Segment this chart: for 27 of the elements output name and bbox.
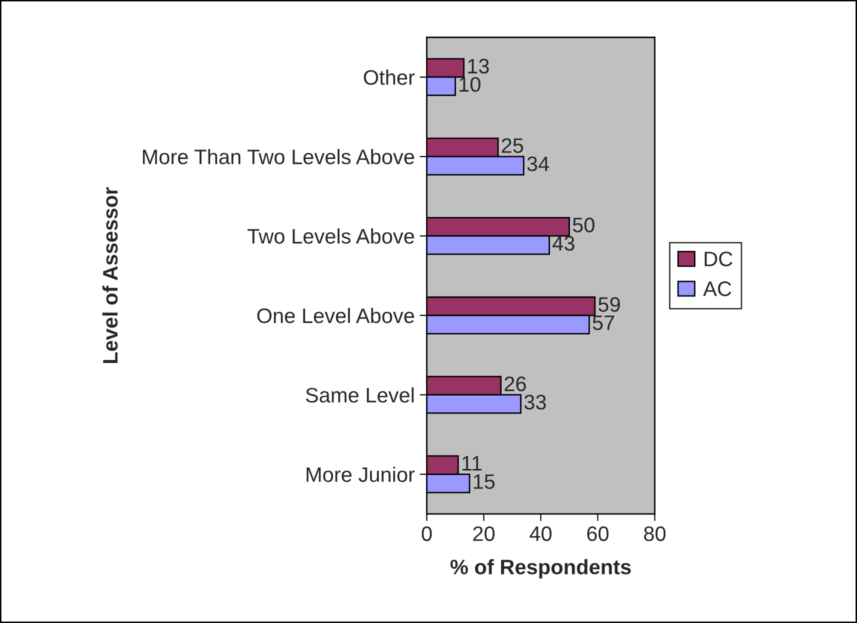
y-axis-title: Level of Assessor	[102, 187, 118, 364]
data-label: 57	[592, 316, 614, 330]
data-label: 59	[598, 297, 620, 312]
y-tick-label: One Level Above	[257, 308, 414, 324]
y-tick-label: More Than Two Levels Above	[142, 148, 414, 164]
legend-label: DC	[704, 252, 732, 266]
data-label: 34	[527, 156, 550, 172]
data-label: 10	[460, 77, 480, 92]
y-tick-label: Other	[364, 70, 415, 85]
y-tick-label: Same Level	[306, 387, 414, 403]
data-label: 11	[462, 456, 482, 471]
x-tick-label: 0	[422, 526, 432, 542]
x-axis-title: % of Respondents	[450, 559, 631, 579]
data-label: 26	[504, 376, 526, 392]
data-label: 50	[572, 218, 594, 232]
y-tick-label: Two Levels Above	[248, 228, 414, 244]
data-label: 43	[552, 236, 574, 251]
data-label: 15	[474, 474, 495, 489]
data-label: 13	[468, 58, 489, 74]
legend-label: AC	[703, 281, 732, 296]
y-tick-label: More Junior	[306, 466, 415, 482]
x-tick-label: 40	[530, 526, 552, 542]
x-tick-label: 60	[587, 526, 609, 542]
data-label: 25	[502, 138, 524, 153]
x-tick-label: 80	[644, 526, 666, 542]
data-label: 33	[524, 394, 546, 410]
x-tick-label: 20	[473, 526, 495, 542]
